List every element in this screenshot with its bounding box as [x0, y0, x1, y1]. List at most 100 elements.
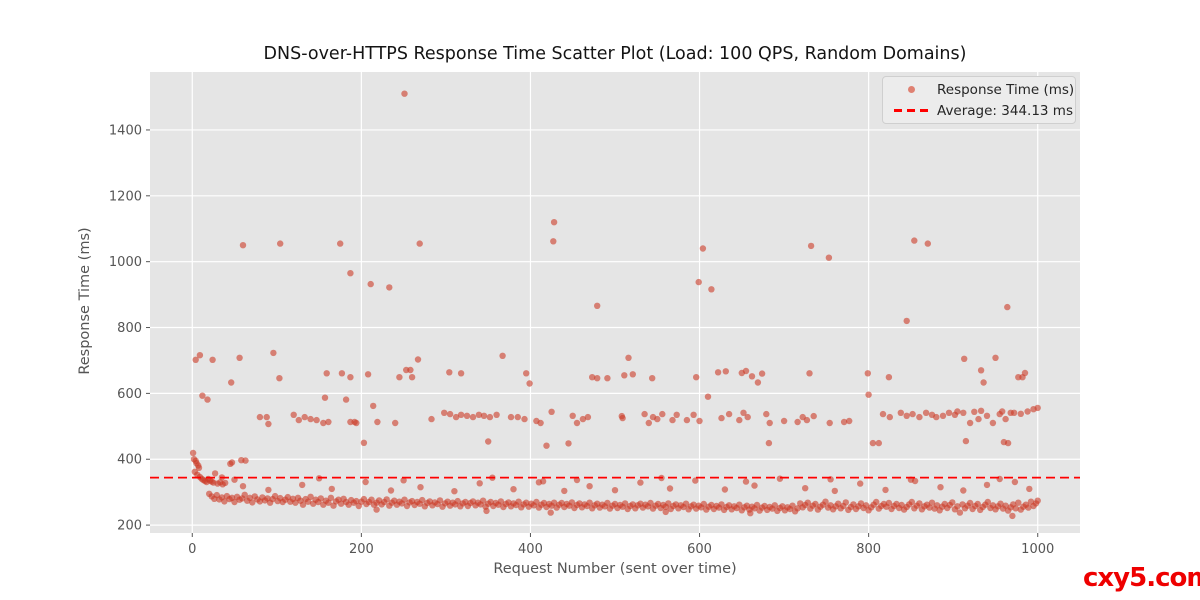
scatter-point — [204, 396, 211, 403]
scatter-point — [742, 367, 750, 375]
scatter-point — [754, 379, 762, 386]
y-tick-label: 600 — [117, 387, 142, 402]
scatter-point — [1002, 415, 1009, 423]
scatter-point — [885, 374, 893, 381]
scatter-point — [807, 242, 815, 250]
y-tick-label: 1400 — [109, 123, 142, 138]
scatter-point — [436, 497, 444, 504]
scatter-point — [594, 302, 601, 309]
scatter-point — [822, 498, 829, 505]
scatter-point — [604, 499, 611, 507]
scatter-point — [463, 412, 471, 419]
scatter-point — [469, 413, 477, 421]
scatter-point — [666, 485, 674, 492]
scatter-point — [499, 352, 506, 359]
scatter-point — [374, 418, 381, 426]
scatter-point — [886, 413, 893, 421]
x-tick-label: 800 — [856, 542, 881, 557]
scatter-point — [360, 495, 368, 503]
scatter-point — [865, 391, 872, 398]
scatter-point — [621, 500, 629, 507]
scatter-point — [669, 416, 676, 424]
scatter-point — [568, 499, 576, 506]
scatter-point — [908, 498, 915, 506]
scatter-point — [939, 412, 947, 419]
scatter-point — [977, 407, 985, 414]
scatter-point — [758, 370, 766, 377]
scatter-point — [589, 374, 596, 381]
scatter-point — [804, 499, 811, 506]
scatter-point — [1034, 497, 1041, 504]
scatter-point — [276, 375, 283, 382]
scatter-point — [337, 500, 345, 507]
watermark: cxy5.com — [1083, 563, 1200, 593]
scatter-point — [619, 414, 626, 422]
scatter-point — [271, 492, 279, 500]
scatter-point — [647, 499, 654, 507]
scatter-point — [295, 416, 302, 424]
scatter-point — [514, 413, 521, 421]
scatter-point — [983, 481, 991, 489]
scatter-point — [417, 484, 424, 491]
scatter-point — [693, 374, 700, 381]
scatter-point — [265, 486, 272, 494]
scatter-point — [479, 497, 487, 504]
scatter-point — [396, 374, 403, 381]
scatter-point — [362, 478, 369, 486]
scatter-point — [966, 499, 974, 507]
scatter-point — [547, 509, 554, 516]
scatter-point — [196, 352, 204, 359]
scatter-point — [744, 413, 751, 421]
x-tick-label: 1000 — [1021, 542, 1054, 557]
scatter-point — [956, 509, 964, 516]
scatter-point — [304, 498, 312, 505]
y-tick-label: 400 — [117, 453, 142, 468]
scatter-point — [810, 412, 817, 420]
scatter-point — [222, 479, 229, 487]
scatter-point — [446, 410, 454, 418]
scatter-point — [604, 375, 611, 382]
scatter-point — [249, 499, 256, 506]
y-axis-label: Response Time (ms) — [77, 227, 93, 375]
scatter-point — [812, 500, 819, 508]
scatter-point — [748, 373, 756, 380]
scatter-point — [307, 415, 314, 423]
scatter-point — [842, 499, 849, 506]
scatter-point — [673, 411, 680, 418]
scatter-point — [999, 408, 1006, 415]
scatter-point — [840, 418, 848, 426]
scatter-point — [766, 419, 773, 427]
x-tick-label: 400 — [518, 542, 543, 557]
scatter-point — [239, 483, 247, 490]
scatter-point — [629, 371, 636, 378]
y-tick-label: 1200 — [109, 189, 142, 204]
scatter-point — [523, 370, 530, 377]
scatter-point — [277, 240, 284, 247]
scatter-point — [526, 380, 533, 387]
scatter-point — [714, 369, 722, 376]
scatter-point — [550, 238, 557, 245]
scatter-point — [962, 437, 970, 445]
scatter-point — [776, 475, 784, 482]
scatter-point — [347, 374, 354, 381]
scatter-point — [708, 286, 715, 293]
scatter-point — [997, 500, 1004, 507]
scatter-point — [771, 502, 778, 509]
scatter-point — [654, 415, 661, 423]
scatter-point — [199, 392, 206, 399]
scatter-point — [290, 411, 297, 418]
scatter-point — [451, 488, 458, 495]
scatter-point — [189, 449, 197, 457]
scatter-point — [983, 412, 991, 419]
scatter-point — [704, 393, 712, 400]
scatter-point — [242, 457, 249, 464]
scatter-point — [794, 505, 801, 512]
scatter-point — [370, 402, 377, 410]
scatter-point — [949, 499, 956, 506]
scatter-point — [742, 478, 750, 485]
scatter-point — [1034, 404, 1041, 412]
scatter-point — [221, 498, 228, 505]
scatter-point — [825, 254, 833, 261]
scatter-point — [649, 375, 656, 382]
scatter-point — [236, 354, 243, 361]
